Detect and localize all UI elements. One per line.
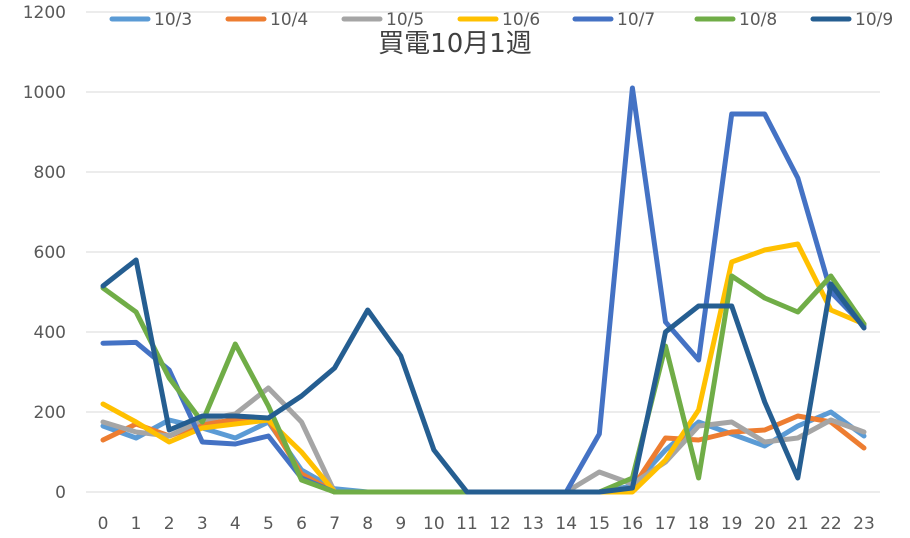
x-tick-label: 2 bbox=[164, 514, 175, 534]
x-tick-label: 3 bbox=[197, 514, 208, 534]
x-tick-label: 5 bbox=[263, 514, 274, 534]
y-tick-label: 800 bbox=[34, 163, 66, 183]
x-tick-label: 14 bbox=[555, 514, 577, 534]
y-axis-ticks: 0 200 400 600 800 1000 1200 bbox=[23, 3, 66, 503]
x-tick-label: 9 bbox=[395, 514, 406, 534]
y-tick-label: 200 bbox=[34, 403, 66, 423]
x-tick-label: 19 bbox=[721, 514, 743, 534]
x-tick-label: 16 bbox=[622, 514, 644, 534]
series-line-10-8 bbox=[100, 273, 867, 495]
series-line-10-6 bbox=[100, 241, 867, 495]
x-tick-label: 13 bbox=[522, 514, 544, 534]
legend-label: 10/5 bbox=[386, 10, 424, 30]
y-tick-label: 1200 bbox=[23, 3, 66, 23]
gridlines bbox=[86, 11, 880, 493]
x-tick-label: 17 bbox=[655, 514, 677, 534]
x-tick-label: 18 bbox=[688, 514, 710, 534]
y-tick-label: 600 bbox=[34, 243, 66, 263]
legend-label: 10/4 bbox=[270, 10, 308, 30]
x-tick-label: 23 bbox=[853, 514, 875, 534]
legend: 10/3 10/4 10/5 10/6 10/7 10/8 10/9 bbox=[109, 10, 893, 30]
legend-label: 10/9 bbox=[855, 10, 893, 30]
x-tick-label: 0 bbox=[98, 514, 109, 534]
series-lines bbox=[100, 85, 867, 495]
x-tick-label: 20 bbox=[754, 514, 776, 534]
y-tick-label: 0 bbox=[55, 483, 66, 503]
x-tick-label: 10 bbox=[423, 514, 445, 534]
series-line-10-9 bbox=[100, 257, 867, 495]
x-tick-label: 4 bbox=[230, 514, 241, 534]
legend-label: 10/8 bbox=[739, 10, 777, 30]
x-tick-label: 8 bbox=[362, 514, 373, 534]
x-tick-label: 12 bbox=[489, 514, 511, 534]
x-tick-label: 21 bbox=[787, 514, 809, 534]
x-axis-ticks: 0 1 2 3 4 5 6 7 8 9 10 11 12 13 14 15 16 17 18 19 20 21 22 23 bbox=[98, 514, 875, 534]
legend-label: 10/7 bbox=[617, 10, 655, 30]
legend-label: 10/3 bbox=[154, 10, 192, 30]
x-tick-label: 15 bbox=[588, 514, 610, 534]
chart-title: 買電10月1週 bbox=[378, 29, 532, 59]
legend-label: 10/6 bbox=[502, 10, 540, 30]
x-tick-label: 6 bbox=[296, 514, 307, 534]
y-tick-label: 1000 bbox=[23, 83, 66, 103]
y-tick-label: 400 bbox=[34, 323, 66, 343]
x-tick-label: 11 bbox=[456, 514, 478, 534]
x-tick-label: 1 bbox=[131, 514, 142, 534]
x-tick-label: 22 bbox=[820, 514, 842, 534]
x-tick-label: 7 bbox=[329, 514, 340, 534]
